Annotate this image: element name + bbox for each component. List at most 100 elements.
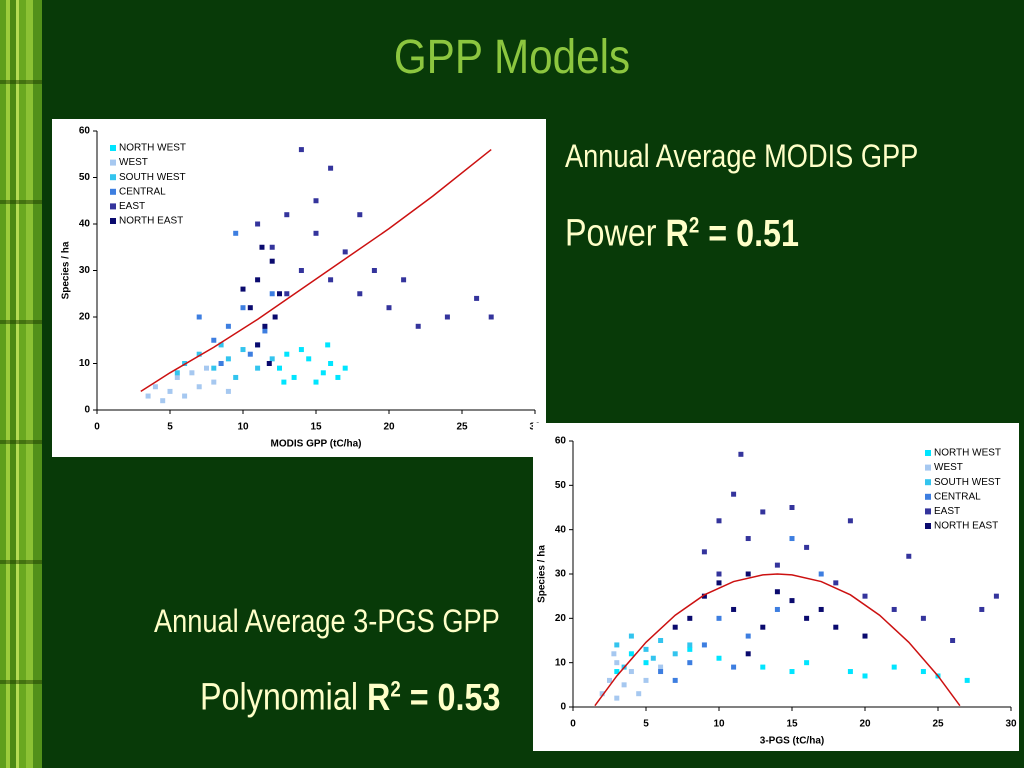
point: [371, 268, 377, 273]
point: [255, 277, 261, 283]
chart: 0 10 20 30 40 50 60 0 5 10 15 20 25 30 3-PGS (tC/ha) Sp…: [533, 423, 1019, 751]
point: [401, 277, 407, 283]
y-tick-label: 30: [555, 569, 567, 580]
point: [862, 593, 868, 599]
point: [328, 361, 334, 366]
legend-swatch: [110, 218, 116, 224]
point: [658, 664, 664, 670]
y-tick-label: 0: [84, 405, 90, 416]
pgs-label: Annual Average 3-PGS GPP: [154, 603, 500, 639]
point: [174, 374, 180, 380]
point: [774, 589, 780, 595]
point: [306, 356, 312, 362]
point: [920, 669, 926, 675]
point: [291, 374, 297, 380]
point: [313, 198, 319, 204]
point: [745, 651, 751, 657]
r: R: [366, 676, 390, 719]
y-tick-label: 60: [79, 126, 91, 137]
point: [862, 673, 868, 679]
x-tick-label: 10: [237, 422, 249, 433]
point: [789, 598, 795, 604]
point: [277, 365, 282, 371]
legend-swatch: [110, 145, 116, 151]
point: [862, 633, 868, 639]
legend-swatch: [925, 523, 931, 529]
y-tick-label: 60: [555, 436, 567, 447]
pgs-r2: Polynomial R2 = 0.53: [200, 676, 500, 720]
point: [240, 347, 246, 353]
point: [760, 664, 766, 670]
point: [255, 365, 261, 371]
point: [745, 633, 751, 639]
legend-label: WEST: [119, 157, 148, 168]
point: [774, 562, 780, 568]
point: [804, 544, 810, 550]
point: [993, 593, 999, 599]
y-tick-label: 40: [555, 524, 567, 535]
point: [225, 388, 231, 394]
legend-swatch: [110, 174, 116, 181]
point: [906, 553, 912, 559]
point: [701, 549, 707, 555]
x-tick-label: 25: [932, 719, 944, 730]
point: [599, 691, 605, 697]
point: [328, 165, 334, 171]
point: [731, 606, 737, 612]
point: [621, 682, 627, 688]
x-tick-label: 20: [859, 719, 871, 730]
x-tick-label: 30: [1005, 719, 1017, 730]
point: [804, 660, 810, 666]
point: [643, 660, 649, 666]
point: [628, 669, 634, 675]
point: [636, 691, 642, 697]
point: [731, 491, 737, 497]
point: [269, 291, 275, 297]
point: [738, 451, 744, 457]
point: [218, 342, 224, 348]
point: [415, 323, 421, 329]
point: [313, 230, 319, 236]
point: [269, 356, 275, 362]
point: [687, 660, 693, 666]
point: [488, 314, 494, 320]
point: [386, 305, 392, 311]
point: [262, 328, 268, 334]
point: [672, 651, 678, 657]
point: [614, 642, 620, 648]
point: [614, 669, 620, 675]
point: [211, 379, 217, 385]
point: [247, 351, 253, 357]
x-tick-label: 20: [383, 422, 395, 433]
point: [614, 660, 620, 666]
point: [357, 291, 363, 297]
legend-swatch: [925, 508, 931, 515]
point: [325, 342, 331, 348]
point: [760, 624, 766, 630]
legend-swatch: [925, 450, 931, 456]
modis-r2: Power R2 = 0.51: [565, 212, 799, 256]
point: [196, 314, 202, 320]
legend-swatch: [110, 188, 116, 195]
y-tick-label: 10: [555, 657, 567, 668]
x-axis-label: 3-PGS (tC/ha): [760, 736, 824, 747]
point: [247, 305, 253, 311]
point: [474, 295, 480, 301]
point: [284, 291, 290, 297]
point: [774, 606, 780, 612]
legend-label: EAST: [934, 506, 960, 517]
point: [284, 212, 290, 218]
point: [255, 342, 261, 348]
point: [672, 677, 678, 683]
power: 2: [389, 676, 401, 701]
y-tick-label: 50: [555, 480, 567, 491]
point: [891, 606, 897, 612]
r2-value: = 0.51: [708, 212, 799, 255]
point: [760, 509, 766, 515]
point: [628, 651, 634, 657]
power: 2: [688, 212, 700, 237]
point: [204, 365, 209, 371]
point: [716, 571, 722, 577]
point: [950, 638, 956, 643]
x-tick-label: 15: [310, 422, 322, 433]
